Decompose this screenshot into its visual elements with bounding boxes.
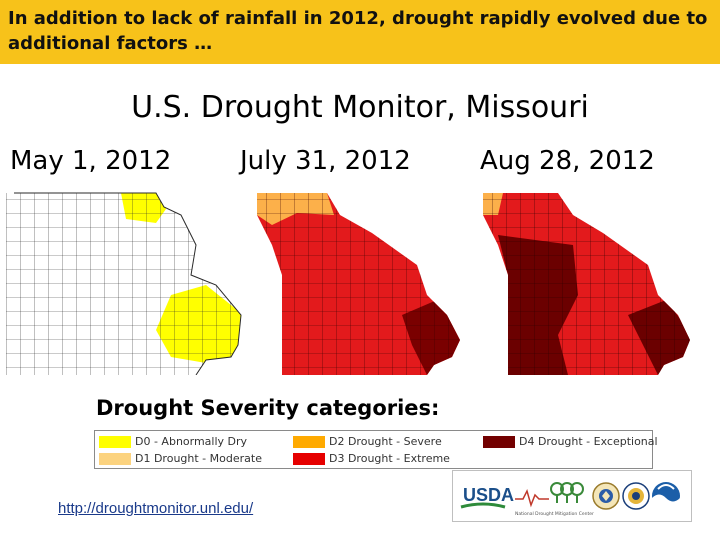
legend-label-d4: D4 Drought - Exceptional bbox=[519, 435, 658, 448]
legend-title: Drought Severity categories: bbox=[96, 396, 440, 420]
missouri-map-may bbox=[6, 192, 242, 375]
usda-logo: USDA bbox=[460, 483, 514, 509]
ndmc-logo: National Drought Mitigation Center bbox=[515, 482, 594, 517]
dept-seal-icon bbox=[622, 482, 650, 510]
banner-line-1: In addition to lack of rainfall in 2012,… bbox=[8, 8, 708, 29]
slide-title: U.S. Drought Monitor, Missouri bbox=[131, 90, 589, 125]
missouri-map-july bbox=[257, 193, 460, 375]
agency-logos: USDA National Drought Mitigation Center bbox=[452, 470, 692, 522]
noaa-logo-icon bbox=[652, 482, 680, 511]
drought-legend: D0 - Abnormally Dry D1 Drought - Moderat… bbox=[94, 430, 658, 469]
date-label-may: May 1, 2012 bbox=[10, 146, 172, 176]
banner-line-2: additional factors … bbox=[8, 33, 213, 54]
legend-swatch-d0 bbox=[99, 436, 131, 448]
legend-swatch-d1 bbox=[99, 453, 131, 465]
missouri-map-aug bbox=[483, 193, 690, 375]
legend-swatch-d2 bbox=[293, 436, 325, 448]
doc-seal-icon bbox=[592, 482, 620, 510]
drought-monitor-link[interactable]: http://droughtmonitor.unl.edu/ bbox=[58, 500, 254, 517]
legend-label-d0: D0 - Abnormally Dry bbox=[135, 435, 248, 448]
header-banner: In addition to lack of rainfall in 2012,… bbox=[0, 0, 720, 64]
date-label-july: July 31, 2012 bbox=[240, 146, 411, 176]
date-label-aug: Aug 28, 2012 bbox=[480, 146, 655, 176]
legend-swatch-d4 bbox=[483, 436, 515, 448]
usda-logo-text: USDA bbox=[463, 485, 514, 505]
legend-label-d3: D3 Drought - Extreme bbox=[329, 452, 450, 465]
legend-label-d2: D2 Drought - Severe bbox=[329, 435, 442, 448]
ndmc-caption: National Drought Mitigation Center bbox=[515, 511, 594, 517]
legend-label-d1: D1 Drought - Moderate bbox=[135, 452, 262, 465]
legend-swatch-d3 bbox=[293, 453, 325, 465]
